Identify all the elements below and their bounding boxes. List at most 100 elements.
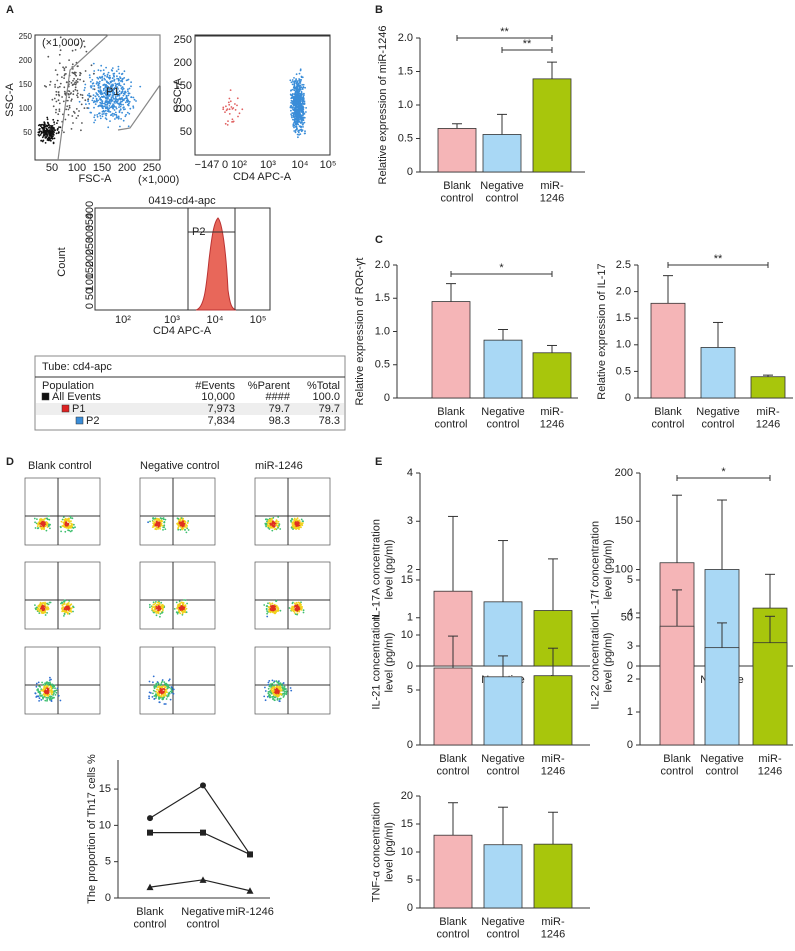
event-dot [184,599,187,601]
event-dot [299,523,302,525]
event-dot [293,118,296,120]
y-axis-label: Count [56,247,68,276]
event-dot [267,602,269,605]
event-dot [125,113,127,116]
event-dot [290,526,293,529]
event-dot [67,529,69,532]
y-tick-label: 50 [180,126,192,138]
y-tick-label: 250 [174,34,192,46]
event-dot [291,102,294,105]
event-dot [274,611,277,614]
plot-title: 0419-cd4-apc [148,195,216,207]
event-dot [187,520,190,522]
event-dot [52,105,55,108]
event-dot [296,517,299,520]
event-dot [113,91,116,94]
x-tick-label: miR-1246 [541,753,565,778]
event-dot [300,518,303,521]
event-dot [163,681,166,684]
event-dot [73,72,75,75]
event-dot [58,53,61,56]
event-dot [232,107,235,109]
event-dot [111,94,114,97]
event-dot [153,611,155,614]
event-dot [181,606,184,609]
x-tick-label: 10³ [260,159,276,171]
event-dot [118,90,121,93]
event-dot [182,610,185,613]
event-dot [37,133,40,136]
y-tick-label: 1.5 [375,292,390,304]
event-dot [264,690,267,692]
event-dot [55,90,58,93]
y-tick-label: 4 [627,607,633,619]
y-tick-label: 0 [384,392,390,404]
event-dot [101,107,104,110]
y-tick-label: 15 [401,574,413,586]
event-dot [148,680,151,683]
event-dot [39,694,41,697]
event-dot [302,83,305,86]
event-dot [290,96,293,99]
event-dot [293,116,295,118]
event-dot [298,72,301,75]
event-dot [295,82,298,85]
event-dot [83,45,86,48]
event-dot [94,103,97,105]
event-dot [93,100,96,102]
event-dot [46,125,49,127]
event-dot [125,96,128,98]
event-dot [80,129,82,132]
event-dot [70,127,73,130]
event-dot [40,607,43,610]
event-dot [275,610,278,612]
y-tick-label: 2.0 [616,286,631,298]
event-dot [101,113,104,115]
event-dot [300,79,303,81]
event-dot [70,98,73,101]
event-dot [267,519,270,522]
event-dot [160,692,163,695]
y-axis-label: Relative expression of IL-17 [596,263,608,399]
event-dot [147,521,150,524]
event-dot [275,604,278,607]
event-dot [59,699,62,702]
event-dot [41,604,44,607]
event-dot [292,605,295,608]
y-tick-label: 2 [627,673,633,685]
event-dot [290,521,293,523]
event-dot [303,103,306,105]
event-dot [278,700,281,703]
y-tick-label: 1.0 [398,99,413,111]
y-tick-label: 3 [407,515,413,527]
event-dot [158,689,160,691]
event-dot [299,86,301,89]
event-dot [109,120,111,122]
event-dot [241,108,244,111]
y-tick-label: 100 [19,104,33,113]
event-dot [121,72,124,75]
event-dot [127,104,130,107]
event-dot [177,604,180,606]
table-tube: Tube: cd4-apc [42,361,112,373]
x-tick-label: 10⁵ [250,314,267,326]
event-dot [70,100,73,102]
event-dot [271,607,273,609]
event-dot [79,74,81,77]
event-dot [178,600,181,603]
event-dot [99,86,102,88]
event-dot [155,682,158,685]
event-dot [268,606,271,609]
event-dot [294,87,297,90]
event-dot [46,612,48,614]
event-dot [68,59,70,61]
table-cell: 98.3 [269,415,290,427]
event-dot [72,122,74,124]
event-dot [154,684,157,687]
event-dot [297,123,300,126]
event-dot [61,609,64,612]
event-dot [288,607,291,609]
event-dot [38,697,41,700]
event-dot [156,606,159,608]
event-dot [53,97,56,100]
